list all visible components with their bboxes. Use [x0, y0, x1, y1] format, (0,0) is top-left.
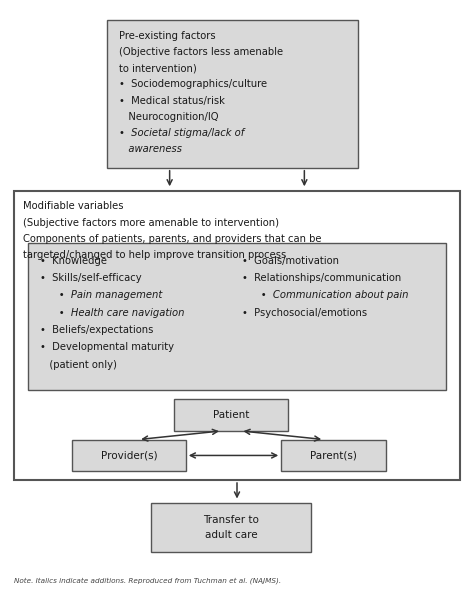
- Text: Provider(s): Provider(s): [100, 450, 157, 460]
- Text: Transfer to: Transfer to: [203, 515, 259, 525]
- FancyBboxPatch shape: [151, 503, 311, 552]
- Text: (Subjective factors more amenable to intervention): (Subjective factors more amenable to int…: [23, 218, 279, 228]
- Text: •  Developmental maturity: • Developmental maturity: [40, 342, 173, 352]
- FancyBboxPatch shape: [281, 440, 386, 471]
- FancyBboxPatch shape: [28, 243, 446, 391]
- Text: •  Health care navigation: • Health care navigation: [40, 308, 184, 318]
- FancyBboxPatch shape: [14, 191, 460, 480]
- FancyBboxPatch shape: [174, 399, 288, 431]
- Text: •  Pain management: • Pain management: [40, 290, 162, 300]
- Text: •  Societal stigma/lack of: • Societal stigma/lack of: [118, 128, 244, 138]
- Text: (patient only): (patient only): [40, 360, 117, 370]
- Text: to intervention): to intervention): [118, 63, 196, 73]
- Text: •  Psychosocial/emotions: • Psychosocial/emotions: [242, 308, 367, 318]
- Text: Neurocognition/IQ: Neurocognition/IQ: [118, 112, 218, 122]
- Text: Components of patients, parents, and providers that can be: Components of patients, parents, and pro…: [23, 234, 322, 244]
- Text: adult care: adult care: [205, 530, 257, 540]
- Text: •  Communication about pain: • Communication about pain: [242, 290, 409, 300]
- Text: Pre-existing factors: Pre-existing factors: [118, 31, 215, 41]
- Text: (Objective factors less amenable: (Objective factors less amenable: [118, 47, 283, 57]
- FancyBboxPatch shape: [72, 440, 186, 471]
- Text: •  Goals/motivation: • Goals/motivation: [242, 255, 339, 266]
- Text: targeted/changed to help improve transition process: targeted/changed to help improve transit…: [23, 250, 287, 260]
- Text: •  Beliefs/expectations: • Beliefs/expectations: [40, 325, 153, 335]
- Text: Parent(s): Parent(s): [310, 450, 357, 460]
- FancyBboxPatch shape: [107, 21, 358, 168]
- Text: Patient: Patient: [213, 410, 249, 420]
- Text: •  Knowledge: • Knowledge: [40, 255, 107, 266]
- Text: awareness: awareness: [118, 144, 182, 154]
- Text: Note. Italics indicate additions. Reproduced from Tuchman et al. (NAJMS).: Note. Italics indicate additions. Reprod…: [14, 577, 281, 584]
- Text: •  Skills/self-efficacy: • Skills/self-efficacy: [40, 273, 141, 283]
- Text: •  Medical status/risk: • Medical status/risk: [118, 96, 224, 106]
- Text: •  Relationships/communication: • Relationships/communication: [242, 273, 401, 283]
- Text: •  Sociodemographics/culture: • Sociodemographics/culture: [118, 79, 267, 89]
- Text: Modifiable variables: Modifiable variables: [23, 201, 124, 211]
